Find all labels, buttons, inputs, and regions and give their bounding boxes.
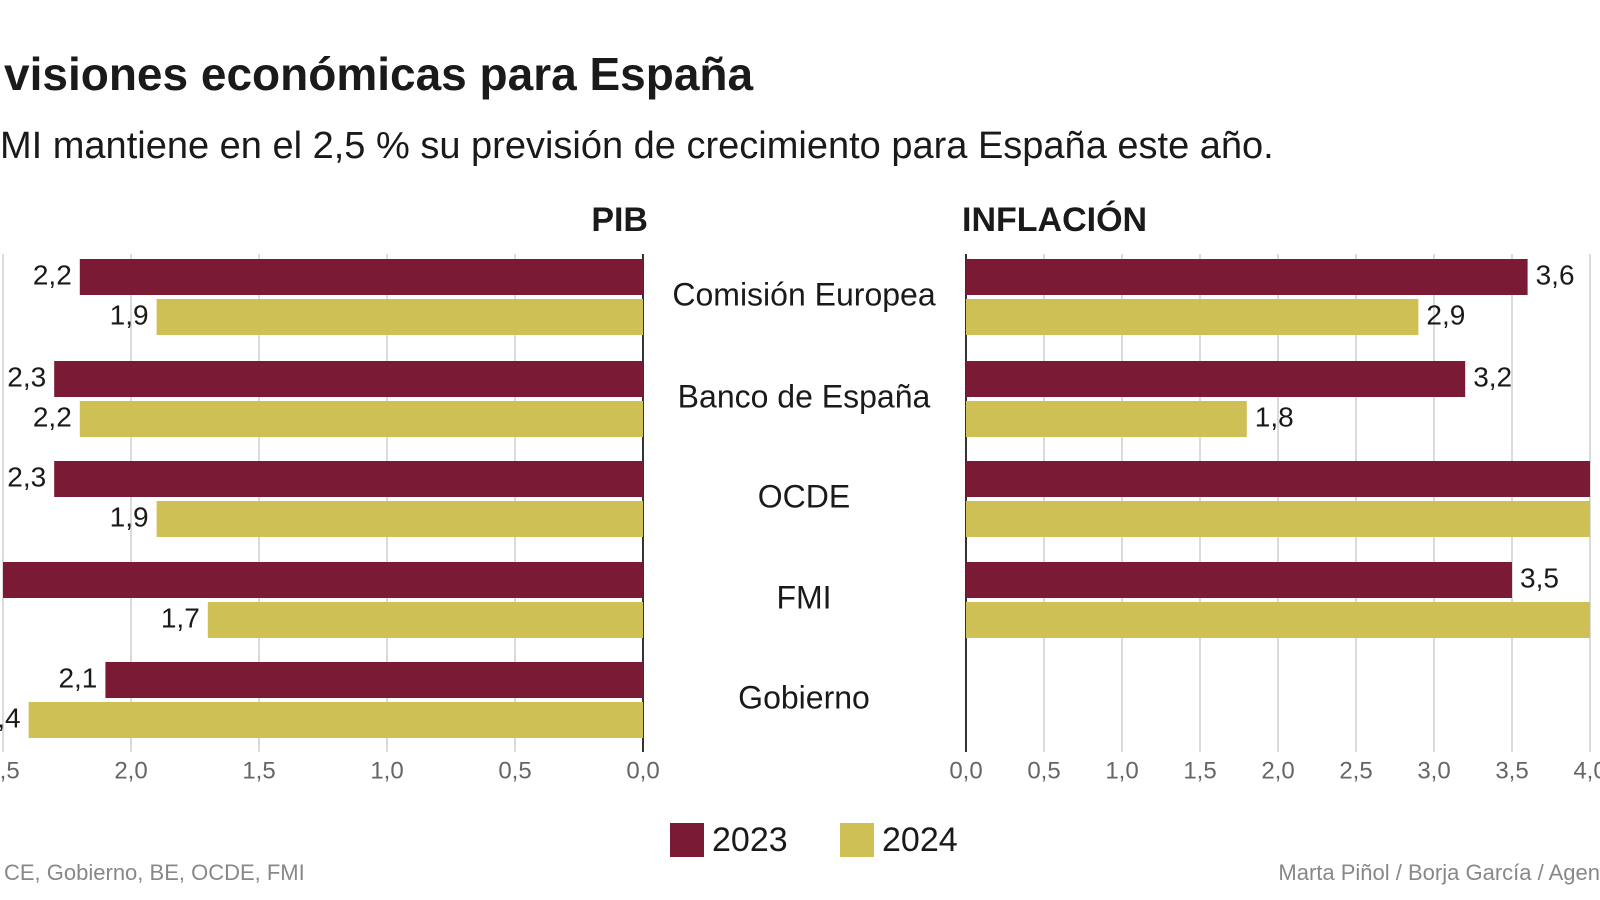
value-label: 1,7 [161, 602, 200, 633]
bar [3, 562, 643, 598]
x-tick-label: 2,0 [114, 757, 147, 784]
chart-title: INFLACIÓN [962, 201, 1147, 239]
legend-label: 2023 [712, 821, 788, 859]
legend-swatch [670, 823, 704, 857]
value-label: 3,5 [1520, 562, 1559, 593]
x-tick-label: 1,0 [370, 757, 403, 784]
value-label: 1,9 [110, 299, 149, 330]
x-tick-label: 3,5 [1495, 757, 1528, 784]
value-label: 2,3 [7, 461, 46, 492]
bar [966, 562, 1512, 598]
bar [79, 259, 644, 295]
bar [207, 602, 644, 638]
x-tick-label: 4,0 [1573, 757, 1600, 784]
legend-label: 2024 [882, 821, 958, 859]
category-label: Banco de España [678, 378, 931, 414]
x-tick-label: 2,0 [1261, 757, 1294, 784]
bar [966, 299, 1419, 335]
x-tick-label: 0,5 [498, 757, 531, 784]
bar [28, 702, 644, 738]
bar [966, 361, 1466, 397]
x-tick-label: 0,0 [949, 757, 982, 784]
bar [966, 501, 1590, 537]
value-label: 2,3 [7, 361, 46, 392]
value-label: 2,2 [33, 401, 72, 432]
bar [54, 361, 643, 397]
category-label: Comisión Europea [672, 276, 935, 312]
value-label: 1,8 [1255, 401, 1294, 432]
value-label: 2,1 [58, 662, 97, 693]
x-tick-label: 3,0 [1417, 757, 1450, 784]
title: visiones económicas para España [4, 48, 754, 100]
x-tick-label: 0,0 [626, 757, 659, 784]
value-label: 2,2 [33, 259, 72, 290]
bar [966, 461, 1590, 497]
value-label: 3,6 [1536, 259, 1575, 290]
category-label: FMI [776, 579, 831, 615]
category-label: Gobierno [738, 679, 870, 715]
x-tick-label: 1,5 [1183, 757, 1216, 784]
x-tick-label: 2,5 [1339, 757, 1372, 784]
category-label: OCDE [758, 478, 850, 514]
source: CE, Gobierno, BE, OCDE, FMI [4, 860, 305, 885]
x-tick-label: 2,5 [0, 757, 20, 784]
chart-title: PIB [591, 201, 648, 239]
value-label: 3,2 [1473, 361, 1512, 392]
credit: Marta Piñol / Borja García / Agen [1278, 860, 1600, 885]
bar [156, 501, 643, 537]
x-tick-label: 1,0 [1105, 757, 1138, 784]
legend-swatch [840, 823, 874, 857]
value-label: 2,9 [1426, 299, 1465, 330]
bar [966, 602, 1590, 638]
bar [966, 259, 1528, 295]
bar [156, 299, 643, 335]
bar [966, 401, 1247, 437]
subtitle: MI mantiene en el 2,5 % su previsión de … [0, 125, 1274, 167]
bar [79, 401, 644, 437]
bar [54, 461, 643, 497]
x-tick-label: 1,5 [242, 757, 275, 784]
x-tick-label: 0,5 [1027, 757, 1060, 784]
value-label: 1,9 [110, 501, 149, 532]
bar [105, 662, 643, 698]
value-label: 2,4 [0, 702, 21, 733]
